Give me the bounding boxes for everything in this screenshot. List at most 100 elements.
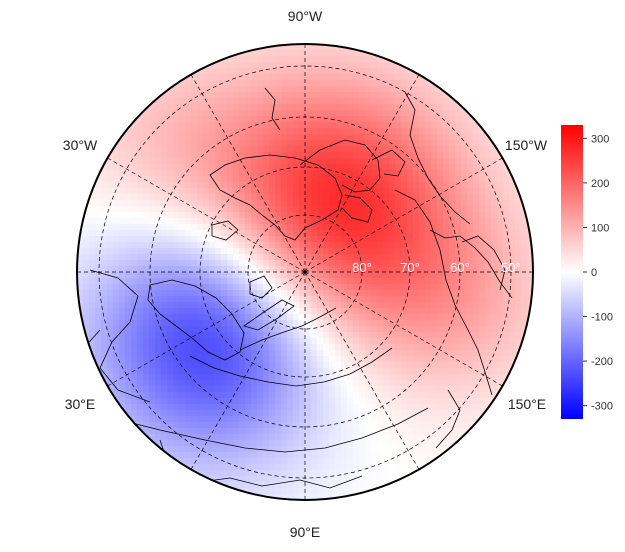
field-cell bbox=[161, 422, 168, 429]
field-cell bbox=[197, 296, 204, 303]
field-cell bbox=[353, 152, 360, 159]
field-cell bbox=[293, 446, 300, 453]
field-cell bbox=[491, 206, 498, 213]
field-cell bbox=[227, 368, 234, 375]
field-cell bbox=[221, 194, 228, 201]
field-cell bbox=[179, 164, 186, 171]
field-cell bbox=[377, 104, 384, 111]
field-cell bbox=[185, 230, 192, 237]
field-cell bbox=[365, 80, 372, 87]
field-cell bbox=[329, 476, 336, 483]
field-cell bbox=[245, 380, 252, 387]
field-cell bbox=[359, 482, 366, 489]
field-cell bbox=[215, 128, 222, 135]
field-cell bbox=[497, 320, 504, 327]
field-cell bbox=[419, 230, 426, 237]
field-cell bbox=[143, 326, 150, 333]
field-cell bbox=[275, 266, 282, 273]
field-cell bbox=[353, 398, 360, 405]
field-cell bbox=[209, 314, 216, 321]
field-cell bbox=[263, 350, 270, 357]
field-cell bbox=[233, 92, 240, 99]
field-cell bbox=[269, 398, 276, 405]
field-cell bbox=[365, 116, 372, 123]
field-cell bbox=[407, 80, 414, 87]
field-cell bbox=[299, 386, 306, 393]
field-cell bbox=[287, 92, 294, 99]
field-cell bbox=[359, 254, 366, 261]
field-cell bbox=[365, 206, 372, 213]
field-cell bbox=[467, 284, 474, 291]
field-cell bbox=[395, 440, 402, 447]
field-cell bbox=[191, 182, 198, 189]
field-cell bbox=[185, 116, 192, 123]
field-cell bbox=[305, 254, 312, 261]
field-cell bbox=[329, 434, 336, 441]
field-cell bbox=[473, 128, 480, 135]
field-cell bbox=[479, 386, 486, 393]
field-cell bbox=[359, 314, 366, 321]
field-cell bbox=[293, 122, 300, 129]
field-cell bbox=[395, 74, 402, 81]
field-cell bbox=[287, 50, 294, 57]
field-cell bbox=[245, 398, 252, 405]
field-cell bbox=[347, 140, 354, 147]
field-cell bbox=[329, 458, 336, 465]
field-cell bbox=[371, 266, 378, 273]
field-cell bbox=[365, 374, 372, 381]
field-cell bbox=[407, 146, 414, 153]
field-cell bbox=[389, 308, 396, 315]
field-cell bbox=[491, 356, 498, 363]
field-cell bbox=[431, 320, 438, 327]
field-cell bbox=[251, 164, 258, 171]
field-cell bbox=[311, 110, 318, 117]
field-cell bbox=[101, 236, 108, 243]
field-cell bbox=[431, 368, 438, 375]
field-cell bbox=[155, 410, 162, 417]
field-cell bbox=[305, 296, 312, 303]
field-cell bbox=[299, 122, 306, 129]
field-cell bbox=[173, 152, 180, 159]
field-cell bbox=[473, 284, 480, 291]
field-cell bbox=[371, 374, 378, 381]
field-cell bbox=[293, 68, 300, 75]
field-cell bbox=[125, 134, 132, 141]
field-cell bbox=[323, 68, 330, 75]
field-cell bbox=[197, 158, 204, 165]
field-cell bbox=[275, 470, 282, 477]
field-cell bbox=[209, 188, 216, 195]
field-cell bbox=[323, 284, 330, 291]
field-cell bbox=[209, 110, 216, 117]
field-cell bbox=[497, 236, 504, 243]
field-cell bbox=[281, 134, 288, 141]
field-cell bbox=[257, 50, 264, 57]
field-cell bbox=[131, 398, 138, 405]
field-cell bbox=[503, 332, 510, 339]
field-cell bbox=[305, 422, 312, 429]
field-cell bbox=[203, 152, 210, 159]
field-cell bbox=[455, 260, 462, 267]
field-cell bbox=[503, 296, 510, 303]
field-cell bbox=[425, 320, 432, 327]
field-cell bbox=[491, 188, 498, 195]
field-cell bbox=[173, 86, 180, 93]
field-cell bbox=[209, 446, 216, 453]
field-cell bbox=[107, 290, 114, 297]
field-cell bbox=[155, 110, 162, 117]
field-cell bbox=[131, 290, 138, 297]
field-cell bbox=[137, 182, 144, 189]
field-cell bbox=[179, 92, 186, 99]
field-cell bbox=[323, 230, 330, 237]
field-cell bbox=[335, 158, 342, 165]
field-cell bbox=[191, 296, 198, 303]
field-cell bbox=[113, 290, 120, 297]
field-cell bbox=[509, 200, 516, 207]
field-cell bbox=[299, 452, 306, 459]
field-cell bbox=[323, 236, 330, 243]
field-cell bbox=[251, 104, 258, 111]
field-cell bbox=[473, 212, 480, 219]
field-cell bbox=[239, 314, 246, 321]
field-cell bbox=[509, 326, 516, 333]
field-cell bbox=[503, 284, 510, 291]
field-cell bbox=[431, 212, 438, 219]
